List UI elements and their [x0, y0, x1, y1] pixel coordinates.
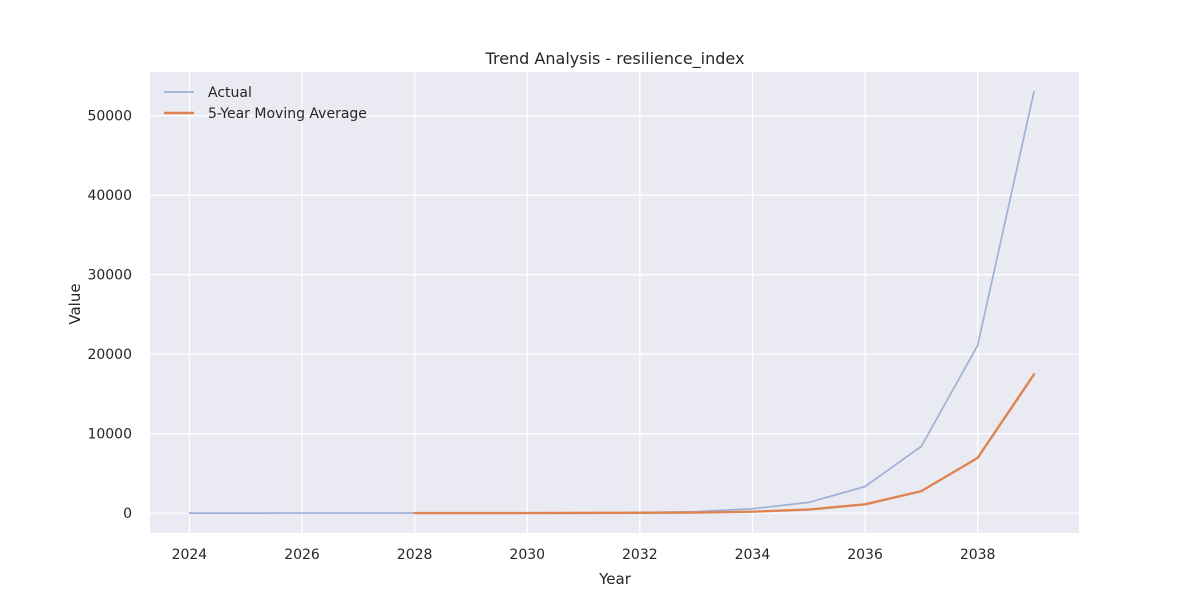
y-tick-labels: 0 10000 20000 30000 40000 50000 — [87, 109, 132, 522]
x-gridlines — [188, 72, 979, 533]
x-tick-label: 2038 — [960, 547, 996, 563]
x-tick-label: 2036 — [847, 547, 883, 563]
y-tick-label: 10000 — [87, 427, 132, 443]
legend-label: Actual — [208, 85, 252, 101]
y-tick-label: 20000 — [87, 347, 132, 363]
x-tick-label: 2034 — [735, 547, 771, 563]
x-tick-label: 2026 — [284, 547, 320, 563]
x-tick-label: 2032 — [622, 547, 658, 563]
x-tick-label: 2030 — [509, 547, 545, 563]
x-tick-label: 2024 — [172, 547, 208, 563]
y-tick-label: 30000 — [87, 268, 132, 284]
chart-title: Trend Analysis - resilience_index — [485, 49, 745, 69]
y-tick-label: 0 — [123, 506, 132, 522]
series-line-2 — [413, 373, 1036, 515]
plot-area — [150, 72, 1079, 533]
x-tick-labels: 2024 2026 2028 2030 2032 2034 2036 2038 — [172, 547, 996, 563]
series-layer — [188, 91, 1036, 515]
y-axis-label: Value — [66, 283, 84, 324]
legend-label: 5-Year Moving Average — [208, 106, 367, 122]
y-tick-label: 40000 — [87, 188, 132, 204]
x-tick-label: 2028 — [397, 547, 433, 563]
x-axis-label: Year — [598, 570, 632, 588]
legend: Actual 5-Year Moving Average — [164, 85, 367, 122]
y-tick-label: 50000 — [87, 109, 132, 125]
